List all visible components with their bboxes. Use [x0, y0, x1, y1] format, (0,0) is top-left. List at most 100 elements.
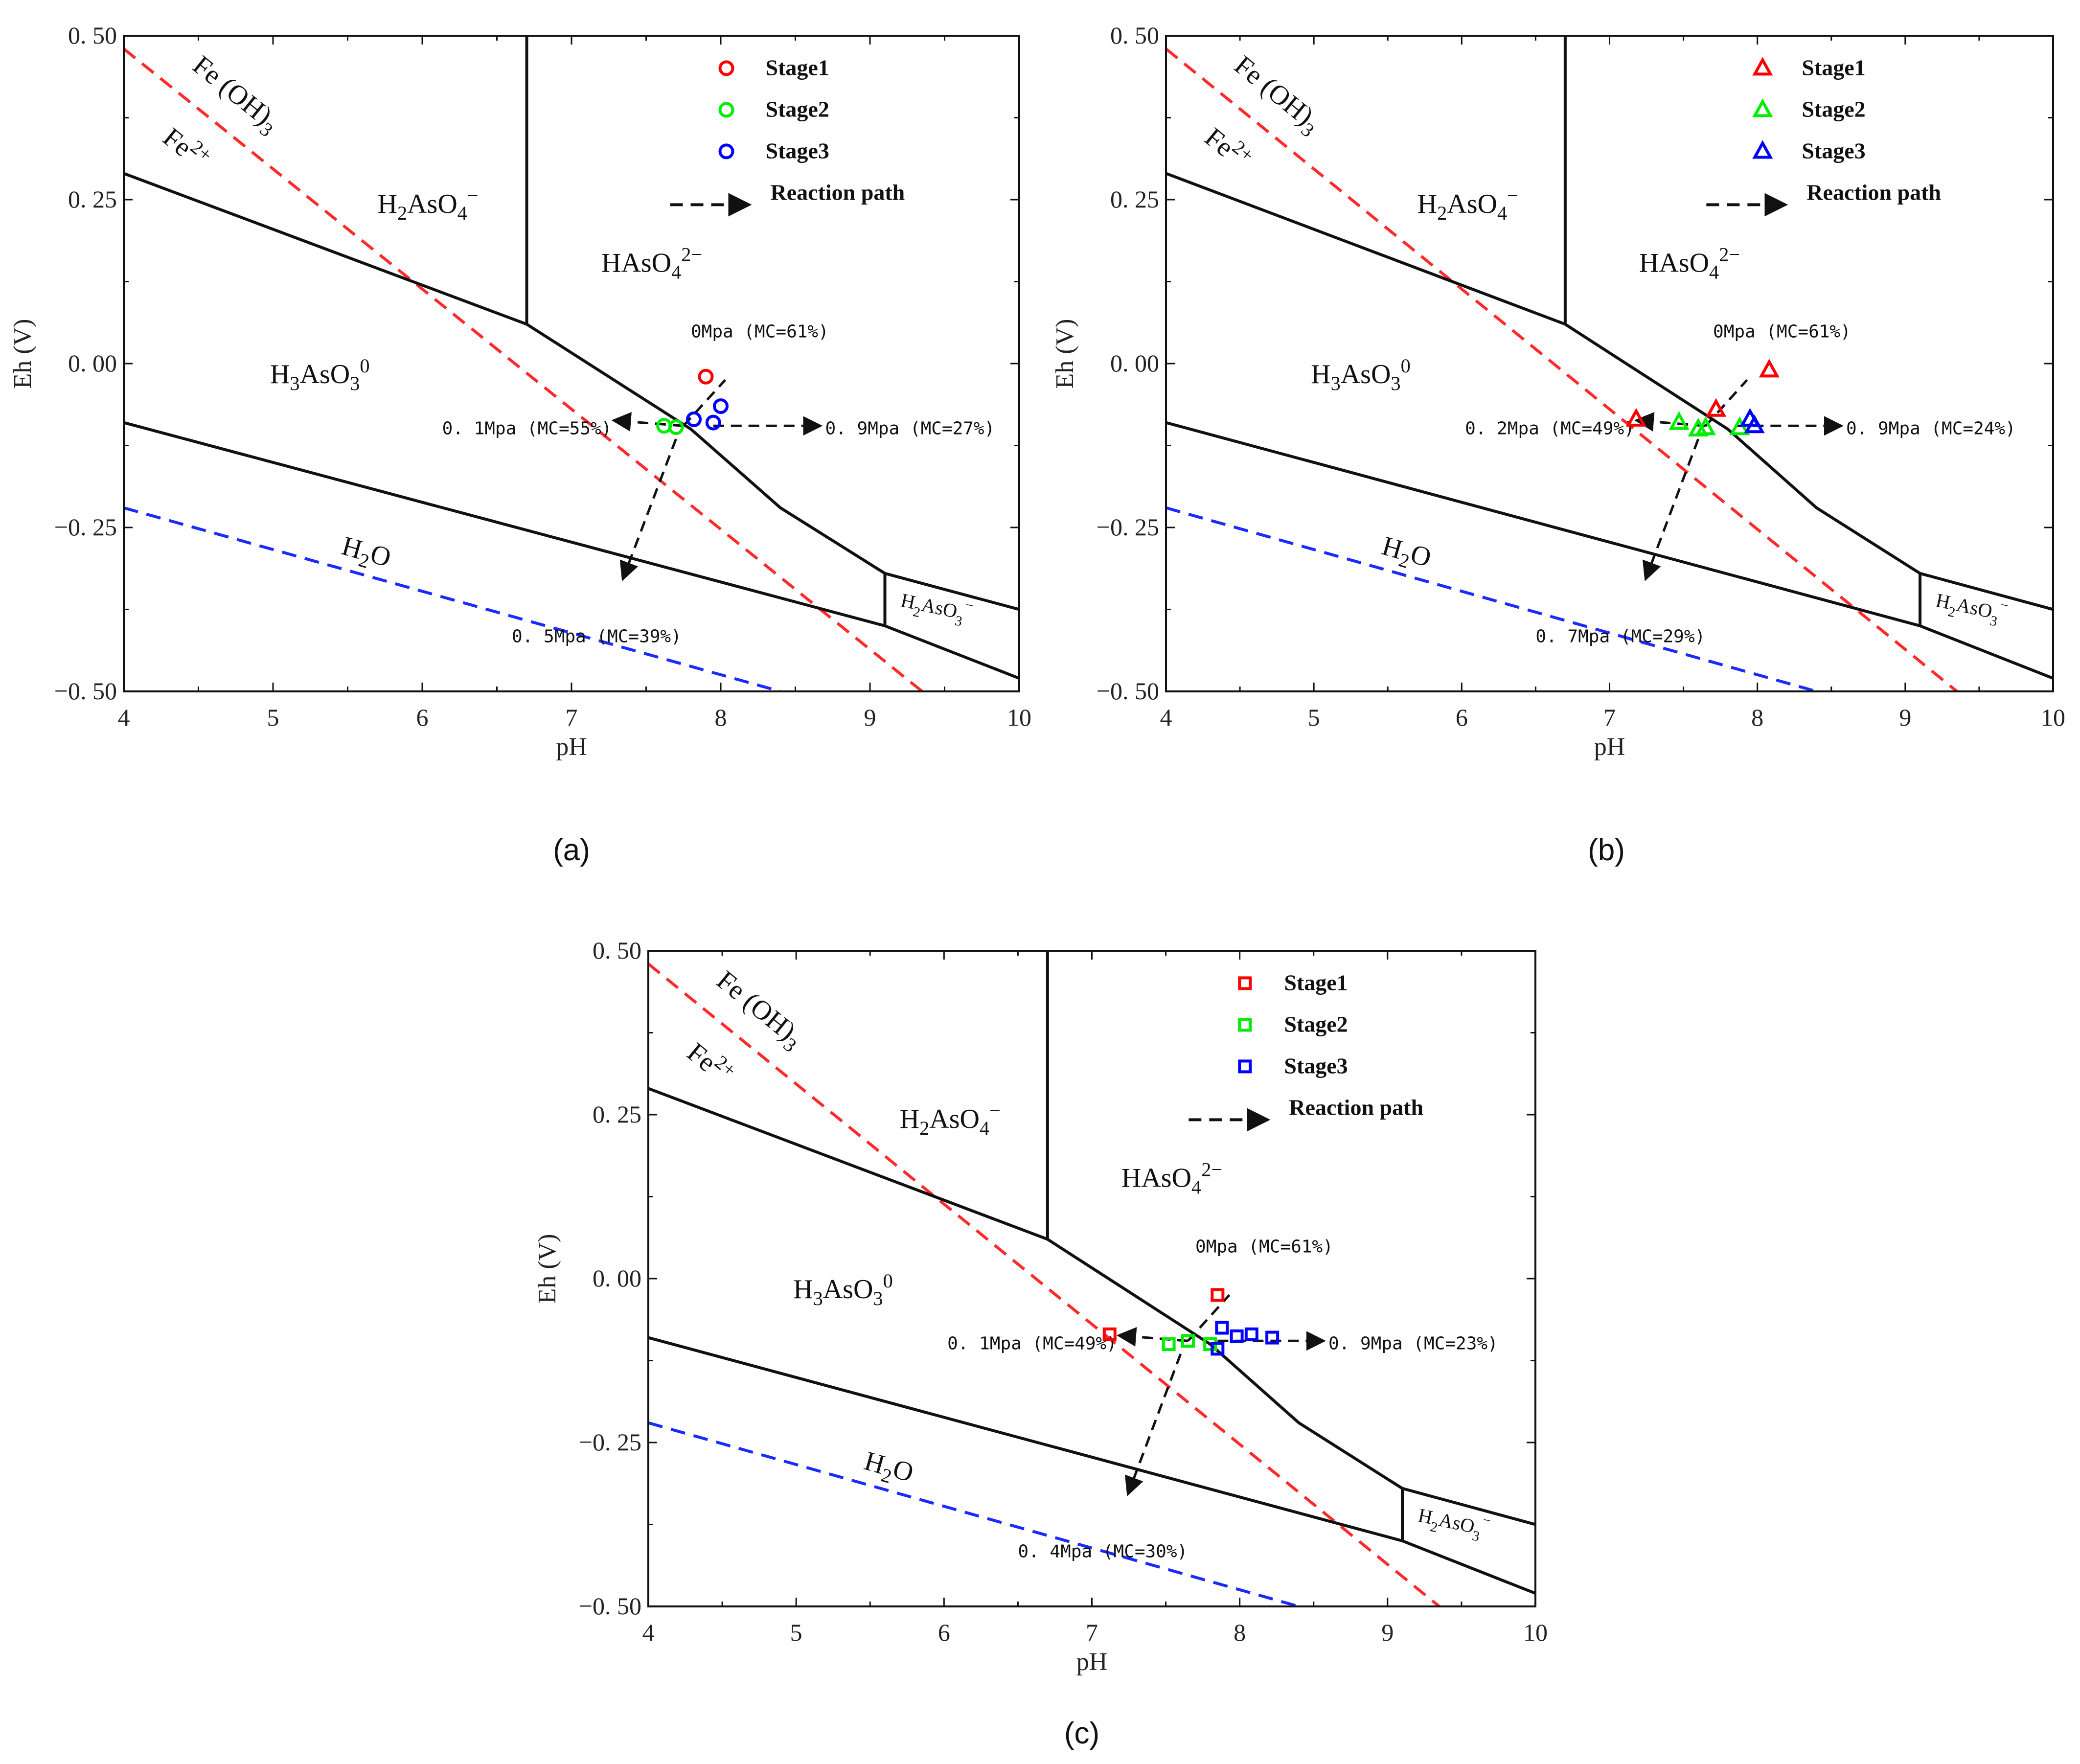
data-point-stage3: [1265, 1330, 1280, 1345]
h2aso4-label-part: H: [378, 189, 397, 219]
fe2-label: Fe2+: [1199, 118, 1258, 176]
haso4-label-part: 4: [1191, 1176, 1201, 1198]
x-tick-label: 5: [1308, 704, 1320, 731]
panel-caption: (c): [1064, 1717, 1099, 1750]
haso4-label: HAsO42−: [1639, 243, 1740, 283]
x-tick-label: 7: [1603, 704, 1616, 731]
path-arrow-down: [619, 438, 677, 581]
h2aso4-label-part: AsO: [1447, 189, 1497, 219]
legend-marker-stage2: [1752, 98, 1773, 117]
data-point-stage3: [1215, 1321, 1229, 1335]
data-point-stage3: [1230, 1329, 1244, 1343]
legend-marker-stage1: [718, 60, 734, 76]
x-tick-label: 10: [1523, 1619, 1548, 1646]
panel-2: 4 5 6 7 8 9 10 0. 50 0. 25 0. 00 −0. 25 −0. 50 pH Eh …: [1051, 22, 2065, 867]
x-tick-label: 5: [267, 704, 279, 731]
x-tick-label: 10: [2041, 704, 2065, 731]
h2aso3-label-part: 2: [1429, 1519, 1439, 1535]
h3aso3-label: H3AsO30: [1311, 355, 1411, 394]
path-arrow-down: [1642, 438, 1700, 581]
h2aso4-label-part: 4: [457, 202, 467, 224]
legend-label-stage1: Stage1: [1802, 55, 1865, 80]
y-axis-title: Eh (V): [1051, 319, 1079, 389]
h2o-label: H2O: [860, 1445, 917, 1493]
h2aso3-label-part: AsO: [1955, 594, 1994, 622]
h2aso4-label-part: 2: [397, 202, 407, 224]
annotation-right: 0. 9Mpa (MC=24%): [1846, 419, 2016, 439]
data-point-stage1: [1705, 398, 1727, 417]
water-line: [648, 1421, 1300, 1606]
data-point-stage1: [1211, 1288, 1225, 1302]
h2aso4-label-part: −: [1507, 184, 1518, 206]
legend-marker-stage3: [1238, 1059, 1252, 1074]
y-tick-label: 0. 25: [593, 1100, 641, 1128]
h2aso4-label-part: −: [467, 184, 479, 206]
fe2-label: Fe2+: [681, 1033, 741, 1091]
annotation-down: 0. 5Mpa (MC=39%): [512, 627, 682, 647]
series-stage3: [1211, 1321, 1280, 1356]
h2aso3-label-part: AsO: [1437, 1509, 1477, 1537]
y-tick-label: 0. 00: [1110, 349, 1159, 377]
series-stage1: [1102, 1288, 1225, 1341]
h2aso4-label-part: 2: [919, 1117, 929, 1139]
y-tick-label: 0. 25: [68, 185, 117, 213]
legend-label-reaction-path: Reaction path: [1806, 180, 1941, 205]
h2aso3-label: H2AsO3−: [1415, 1499, 1492, 1546]
legend-label-stage3: Stage3: [766, 138, 829, 163]
legend-label-stage2: Stage2: [1802, 96, 1865, 121]
x-tick-label: 5: [790, 1619, 802, 1646]
data-point-stage1: [698, 368, 714, 385]
legend-label-stage2: Stage2: [1284, 1011, 1348, 1036]
y-tick-label: 0. 50: [68, 22, 117, 49]
annotation-right: 0. 9Mpa (MC=23%): [1328, 1334, 1498, 1354]
fe-oh3-label: Fe (OH)3: [1225, 50, 1326, 141]
annotation-left: 0. 2Mpa (MC=49%): [1465, 419, 1635, 439]
upper-boundary-line: [1166, 172, 2053, 611]
haso4-label-part: HAsO: [1121, 1163, 1191, 1193]
y-tick-label: −0. 25: [1097, 513, 1159, 541]
y-axis-title: Eh (V): [9, 319, 37, 389]
fe-boundary-line: [124, 47, 923, 691]
x-tick-label: 6: [938, 1619, 950, 1646]
plot-area: [124, 36, 1019, 691]
h3aso3-label-part: AsO: [300, 359, 350, 389]
plot-area: [1166, 36, 2053, 691]
legend-label-stage3: Stage3: [1284, 1053, 1348, 1078]
haso4-label-part: 4: [1709, 261, 1719, 283]
water-line: [1166, 506, 1817, 691]
panel-caption: (a): [553, 833, 590, 867]
h3aso3-label-part: 0: [1401, 355, 1411, 377]
h2aso4-label-part: H: [900, 1104, 919, 1134]
fe-boundary-line: [1166, 47, 1958, 691]
h2aso3-label-part: −: [1482, 1512, 1493, 1529]
data-point-stage2: [1162, 1337, 1176, 1351]
haso4-label-part: 2−: [1201, 1158, 1222, 1180]
annotation-left: 0. 1Mpa (MC=55%): [442, 419, 612, 439]
h2aso3-label: H2AsO3−: [898, 584, 975, 631]
annotation-0mpa: 0Mpa (MC=61%): [691, 321, 829, 342]
x-tick-label: 4: [642, 1619, 655, 1646]
annotation-0mpa: 0Mpa (MC=61%): [1195, 1237, 1333, 1257]
haso4-label-part: HAsO: [601, 248, 671, 278]
haso4-label-part: 2−: [1719, 243, 1740, 265]
series-stage3: [1739, 408, 1765, 434]
legend-marker-stage2: [718, 102, 734, 118]
x-tick-label: 9: [864, 704, 876, 731]
fe-oh3-label-part: Fe (OH): [187, 50, 277, 131]
h2aso3-label-part: AsO: [919, 594, 959, 622]
h2aso3-label-part: −: [1999, 597, 2011, 614]
h2aso4-label: H2AsO4−: [900, 1100, 1001, 1139]
h2o-label: H2O: [1377, 530, 1435, 578]
path-arrow-up: [682, 379, 726, 427]
upper-boundary-line: [124, 172, 1019, 611]
data-point-stage3: [686, 411, 702, 427]
h3aso3-label-part: 3: [290, 372, 299, 394]
x-tick-label: 7: [566, 704, 578, 731]
h2aso4-label: H2AsO4−: [1417, 184, 1518, 224]
annotation-down: 0. 4Mpa (MC=30%): [1018, 1542, 1188, 1562]
h2aso3-label-part: 3: [954, 613, 964, 629]
h2aso3-label-part: 2: [912, 604, 922, 620]
legend-marker-stage1: [1752, 57, 1773, 76]
x-axis-title: pH: [556, 733, 587, 761]
